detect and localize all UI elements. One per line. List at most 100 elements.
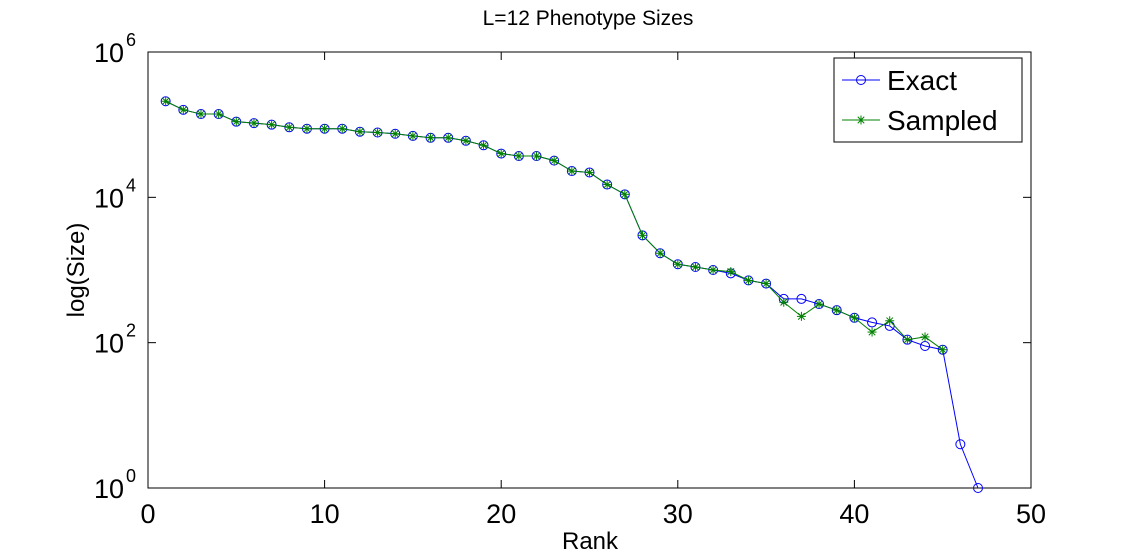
sampled-point bbox=[761, 279, 771, 289]
y-tick-label-base: 10 bbox=[94, 183, 124, 213]
y-tick-label-base: 10 bbox=[94, 38, 124, 68]
star-stroke bbox=[857, 116, 865, 124]
sampled-point bbox=[231, 117, 241, 127]
sampled-point bbox=[320, 124, 330, 134]
x-tick-label: 40 bbox=[839, 499, 869, 529]
x-tick-label: 50 bbox=[1016, 499, 1046, 529]
star-stroke bbox=[515, 152, 523, 160]
star-stroke bbox=[391, 130, 399, 138]
star-stroke bbox=[674, 260, 682, 268]
star-stroke bbox=[285, 123, 293, 131]
sampled-point bbox=[496, 149, 506, 159]
legend-entry-exact: Exact bbox=[842, 65, 957, 96]
star-stroke bbox=[250, 119, 258, 127]
star-stroke bbox=[162, 97, 170, 105]
sampled-point bbox=[178, 105, 188, 115]
chart-title: L=12 Phenotype Sizes bbox=[483, 7, 694, 30]
sampled-point bbox=[796, 311, 806, 321]
sampled-point bbox=[902, 335, 912, 345]
sampled-point bbox=[655, 248, 665, 258]
star-stroke bbox=[691, 263, 700, 271]
sampled-point bbox=[814, 299, 824, 309]
legend-label: Sampled bbox=[887, 105, 998, 136]
sampled-point bbox=[408, 131, 418, 141]
y-tick-label-exponent: 6 bbox=[126, 30, 136, 50]
sampled-line bbox=[165, 100, 943, 351]
star-stroke bbox=[338, 125, 346, 133]
star-stroke bbox=[321, 125, 329, 133]
star-stroke bbox=[550, 157, 558, 165]
sampled-point bbox=[161, 96, 171, 106]
star-stroke bbox=[815, 300, 823, 308]
sampled-point bbox=[567, 166, 577, 176]
sampled-point bbox=[532, 151, 542, 161]
legend-label: Exact bbox=[887, 65, 957, 96]
star-stroke bbox=[780, 298, 788, 306]
star-stroke bbox=[409, 132, 417, 140]
star-stroke bbox=[497, 149, 505, 158]
sampled-point bbox=[355, 127, 365, 137]
exact-point bbox=[867, 317, 878, 328]
sampled-point bbox=[602, 180, 612, 190]
sampled-point bbox=[637, 230, 647, 240]
y-tick-label-base: 10 bbox=[94, 329, 124, 359]
star-stroke bbox=[656, 249, 664, 257]
exact-point bbox=[856, 75, 866, 85]
star-stroke bbox=[303, 125, 311, 133]
star-stroke bbox=[797, 312, 806, 320]
sampled-point bbox=[849, 313, 859, 323]
sampled-point bbox=[196, 109, 206, 119]
sampled-point bbox=[779, 297, 789, 307]
legend-box bbox=[833, 57, 1023, 143]
sampled-point bbox=[708, 265, 718, 275]
sampled-point bbox=[373, 128, 383, 138]
star-stroke bbox=[232, 118, 240, 126]
star-stroke bbox=[744, 276, 753, 284]
star-stroke bbox=[621, 190, 629, 198]
star-stroke bbox=[215, 110, 223, 118]
star-stroke bbox=[532, 152, 541, 160]
sampled-point bbox=[885, 316, 895, 326]
star-stroke bbox=[921, 333, 929, 341]
x-tick-label: 20 bbox=[486, 499, 516, 529]
sampled-point bbox=[443, 133, 453, 143]
star-stroke bbox=[197, 110, 205, 118]
legend: Exact Sampled bbox=[833, 57, 1023, 143]
legend-entry-sampled: Sampled bbox=[842, 105, 998, 136]
sampled-point bbox=[390, 129, 400, 139]
star-stroke bbox=[426, 134, 435, 142]
star-stroke bbox=[373, 128, 382, 137]
plot-area-frame bbox=[147, 51, 1032, 489]
sampled-point bbox=[302, 124, 312, 134]
star-stroke bbox=[727, 268, 735, 276]
y-tick-label-exponent: 4 bbox=[126, 175, 136, 195]
sampled-point bbox=[549, 156, 559, 166]
star-stroke bbox=[868, 328, 876, 336]
sampled-point bbox=[514, 151, 524, 161]
star-stroke bbox=[462, 137, 470, 145]
y-tick-label-base: 10 bbox=[94, 474, 124, 504]
sampled-point bbox=[337, 124, 347, 134]
star-stroke bbox=[356, 128, 364, 136]
sampled-point bbox=[743, 275, 753, 285]
star-stroke bbox=[603, 180, 611, 189]
series-layer bbox=[160, 96, 984, 493]
sampled-point bbox=[461, 136, 471, 146]
sampled-point bbox=[856, 115, 866, 125]
exact-series bbox=[160, 96, 984, 493]
y-tick-label-exponent: 0 bbox=[126, 466, 136, 486]
y-tick-label-exponent: 2 bbox=[126, 321, 136, 341]
star-stroke bbox=[585, 168, 594, 177]
x-axis-label: Rank bbox=[562, 528, 619, 555]
star-stroke bbox=[638, 231, 647, 239]
sampled-point bbox=[284, 122, 294, 132]
exact-point bbox=[955, 439, 966, 450]
x-tick-label: 0 bbox=[140, 499, 155, 529]
star-stroke bbox=[833, 306, 841, 314]
star-stroke bbox=[850, 314, 858, 322]
x-tick-label: 10 bbox=[310, 499, 340, 529]
star-stroke bbox=[939, 346, 947, 354]
sampled-point bbox=[214, 109, 224, 119]
y-axis-label: log(Size) bbox=[63, 223, 90, 318]
